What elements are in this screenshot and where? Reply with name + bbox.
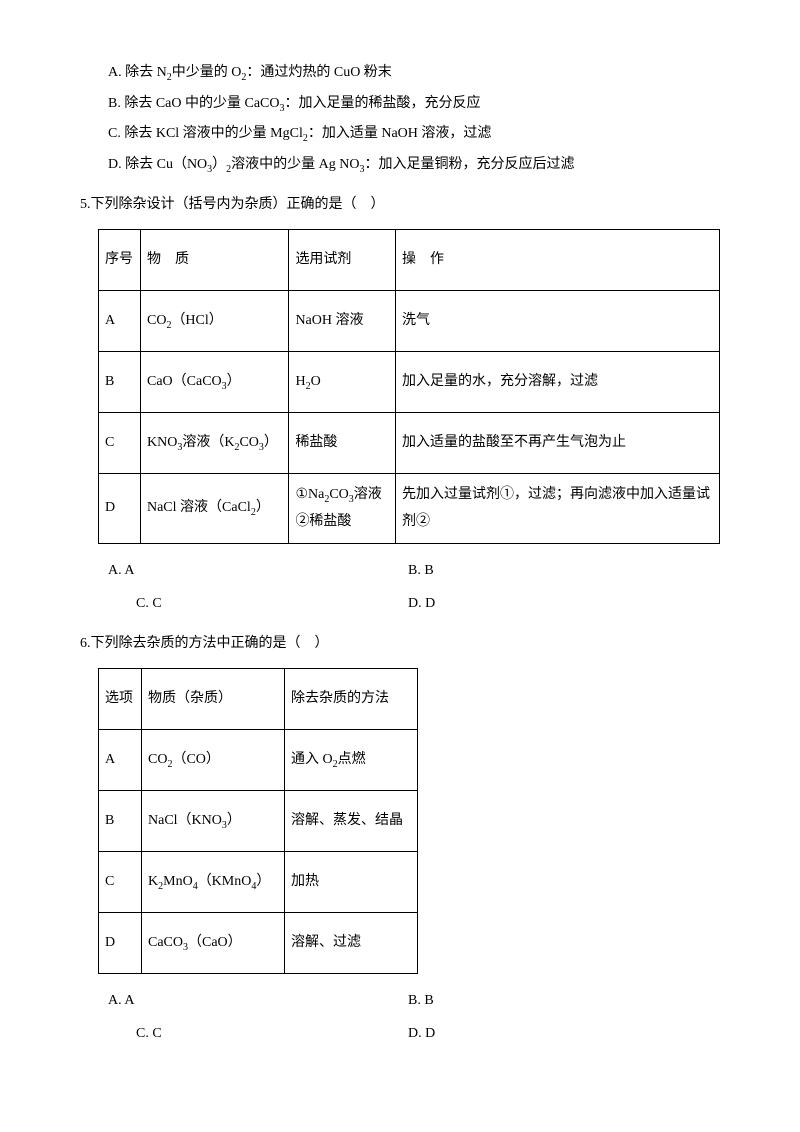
table-row: C K2MnO4（KMnO4） 加热 [99,851,418,912]
table-row: B NaCl（KNO3） 溶解、蒸发、结晶 [99,790,418,851]
cell: B [99,790,142,851]
cell: C [99,851,142,912]
q4-option-d: D. 除去 Cu（NO3）2溶液中的少量 Ag NO3：加入足量铜粉，充分反应后… [80,152,720,179]
cell: 稀盐酸 [289,412,396,473]
header-cell: 操 作 [396,229,720,290]
q5-choice-a: A. A [108,558,408,585]
q6-choice-d: D. D [408,1021,608,1048]
cell: 加热 [285,851,418,912]
q6-choice-c: C. C [136,1021,408,1048]
cell: A [99,290,141,351]
cell: B [99,351,141,412]
cell: CaO（CaCO3） [140,351,288,412]
q5-table: 序号 物 质 选用试剂 操 作 A CO2（HCl） NaOH 溶液 洗气 B … [98,229,720,544]
q5-choice-b: B. B [408,558,608,585]
q4-option-b: B. 除去 CaO 中的少量 CaCO3：加入足量的稀盐酸，充分反应 [80,91,720,118]
header-cell: 物 质 [140,229,288,290]
q5-stem: 5.下列除杂设计（括号内为杂质）正确的是（ ） [80,192,720,219]
table-row: D CaCO3（CaO） 溶解、过滤 [99,912,418,973]
cell: 溶解、过滤 [285,912,418,973]
cell: ①Na2CO3溶液②稀盐酸 [289,473,396,543]
cell: KNO3溶液（K2CO3） [140,412,288,473]
cell: NaOH 溶液 [289,290,396,351]
header-cell: 物质（杂质） [142,668,285,729]
cell: 溶解、蒸发、结晶 [285,790,418,851]
cell: 加入适量的盐酸至不再产生气泡为止 [396,412,720,473]
table-row: B CaO（CaCO3） H2O 加入足量的水，充分溶解，过滤 [99,351,720,412]
q5-choice-d: D. D [408,591,608,618]
q6-choice-b: B. B [408,988,608,1015]
table-row: 序号 物 质 选用试剂 操 作 [99,229,720,290]
cell: CO2（CO） [142,729,285,790]
cell: CO2（HCl） [140,290,288,351]
q6-choices-row2: C. C D. D [80,1021,720,1048]
table-row: A CO2（HCl） NaOH 溶液 洗气 [99,290,720,351]
q4-option-a: A. 除去 N2中少量的 O2：通过灼热的 CuO 粉末 [80,60,720,87]
q5-choices-row2: C. C D. D [80,591,720,618]
table-row: A CO2（CO） 通入 O2点燃 [99,729,418,790]
cell: 先加入过量试剂①，过滤；再向滤液中加入适量试剂② [396,473,720,543]
header-cell: 选项 [99,668,142,729]
cell: 加入足量的水，充分溶解，过滤 [396,351,720,412]
table-row: 选项 物质（杂质） 除去杂质的方法 [99,668,418,729]
q5-choice-c: C. C [136,591,408,618]
q6-choice-a: A. A [108,988,408,1015]
q5-choices-row1: A. A B. B [80,558,720,585]
cell: H2O [289,351,396,412]
cell: 通入 O2点燃 [285,729,418,790]
cell: CaCO3（CaO） [142,912,285,973]
cell: D [99,473,141,543]
cell: D [99,912,142,973]
header-cell: 除去杂质的方法 [285,668,418,729]
header-cell: 选用试剂 [289,229,396,290]
cell: C [99,412,141,473]
table-row: D NaCl 溶液（CaCl2） ①Na2CO3溶液②稀盐酸 先加入过量试剂①，… [99,473,720,543]
cell: NaCl 溶液（CaCl2） [140,473,288,543]
cell: NaCl（KNO3） [142,790,285,851]
q6-table: 选项 物质（杂质） 除去杂质的方法 A CO2（CO） 通入 O2点燃 B Na… [98,668,418,974]
table-row: C KNO3溶液（K2CO3） 稀盐酸 加入适量的盐酸至不再产生气泡为止 [99,412,720,473]
q4-option-c: C. 除去 KCl 溶液中的少量 MgCl2：加入适量 NaOH 溶液，过滤 [80,121,720,148]
cell: K2MnO4（KMnO4） [142,851,285,912]
header-cell: 序号 [99,229,141,290]
q6-stem: 6.下列除去杂质的方法中正确的是（ ） [80,631,720,658]
q6-choices-row1: A. A B. B [80,988,720,1015]
cell: 洗气 [396,290,720,351]
cell: A [99,729,142,790]
